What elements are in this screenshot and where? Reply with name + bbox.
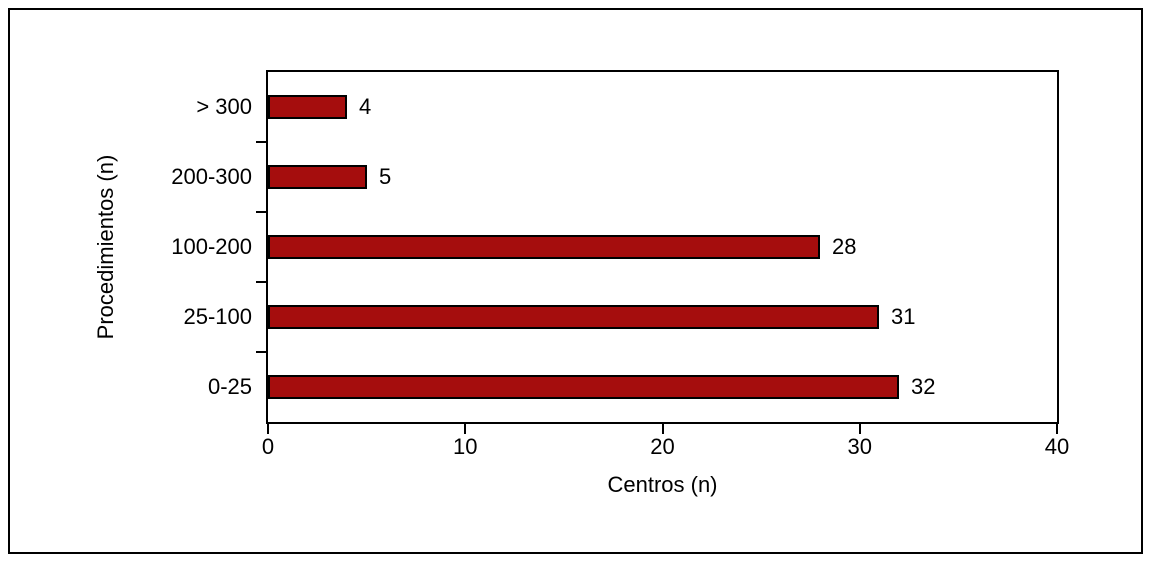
bar-row: 5 bbox=[268, 142, 1057, 212]
x-axis-tick bbox=[267, 422, 269, 434]
x-axis-tick-label: 0 bbox=[261, 434, 275, 459]
category-label: 100-200 bbox=[171, 234, 252, 259]
bar-row: 28 bbox=[268, 212, 1057, 282]
bar-row: 31 bbox=[268, 282, 1057, 352]
data-bar bbox=[268, 235, 820, 259]
x-axis-title: Centros (n) bbox=[607, 472, 718, 497]
x-axis-tick-label: 30 bbox=[847, 434, 872, 459]
category-label: 200-300 bbox=[171, 164, 252, 189]
bar-value-label: 31 bbox=[891, 304, 916, 329]
category-label: 0-25 bbox=[207, 374, 252, 399]
bar-value-label: 32 bbox=[911, 374, 936, 399]
y-axis-tick bbox=[256, 141, 266, 143]
y-axis-tick bbox=[256, 281, 266, 283]
data-bar bbox=[268, 305, 879, 329]
bar-value-label: 5 bbox=[379, 164, 392, 189]
bar-value-label: 28 bbox=[832, 234, 857, 259]
x-axis-tick bbox=[858, 422, 861, 434]
data-bar bbox=[268, 375, 899, 399]
x-axis-tick bbox=[661, 422, 664, 434]
figure-border: 4 5 28 31 32 > 300 200-300 100-200 25-100 0-25 0… bbox=[8, 8, 1143, 554]
bar-row: 4 bbox=[268, 72, 1057, 142]
bar-value-label: 4 bbox=[359, 94, 372, 119]
plot-area: 4 5 28 31 32 bbox=[266, 70, 1059, 424]
y-axis-tick bbox=[256, 351, 266, 353]
x-axis-tick-label: 10 bbox=[453, 434, 478, 459]
x-axis-tick bbox=[1056, 422, 1058, 434]
data-bar bbox=[268, 95, 347, 119]
bar-row: 32 bbox=[268, 352, 1057, 422]
x-axis-tick bbox=[464, 422, 467, 434]
category-label: > 300 bbox=[196, 94, 252, 119]
x-axis-tick-label: 20 bbox=[650, 434, 675, 459]
y-axis-tick bbox=[256, 211, 266, 213]
category-label: 25-100 bbox=[183, 304, 252, 329]
data-bar bbox=[268, 165, 367, 189]
x-axis-tick-label: 40 bbox=[1044, 434, 1070, 459]
y-axis-title: Procedimientos (n) bbox=[93, 154, 118, 340]
